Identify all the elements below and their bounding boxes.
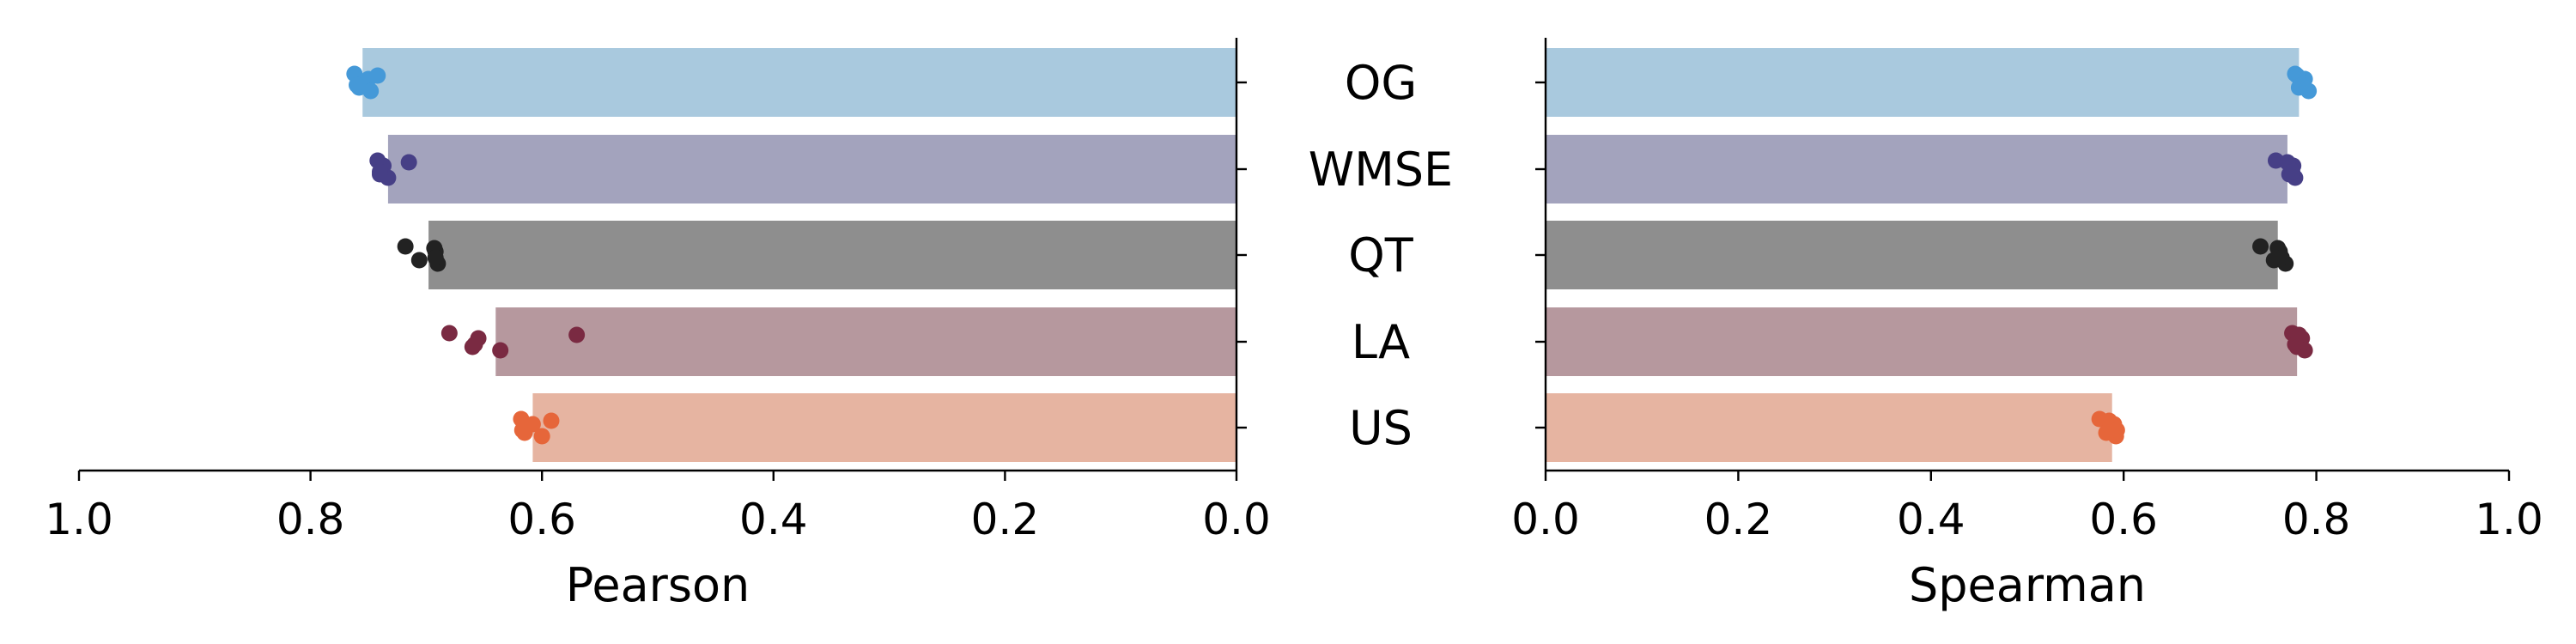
pearson-point-qt: [397, 238, 414, 255]
spearman-bar-qt: [1546, 221, 2278, 289]
category-label-wmse: WMSE: [1309, 143, 1453, 197]
pearson-point-la: [568, 326, 586, 343]
pearson-point-us: [513, 422, 531, 439]
category-labels: OG WMSE QT LA US: [1309, 56, 1453, 455]
spearman-bar-og: [1546, 48, 2300, 117]
spearman-x-tick-label: 1.0: [2475, 495, 2543, 544]
spearman-point-la: [2287, 336, 2304, 353]
spearman-bar-la: [1546, 307, 2298, 376]
spearman-bar-wmse: [1546, 135, 2287, 204]
pearson-bar-la: [495, 307, 1236, 376]
pearson-point-us: [533, 428, 550, 445]
pearson-x-tick-label: 0.4: [739, 495, 808, 544]
spearman-x-tick-label: 0.2: [1704, 495, 1773, 544]
spearman-x-tick-label: 0.8: [2282, 495, 2351, 544]
pearson-panel: 1.0 0.8 0.6 0.4 0.2 0.0 Pearson: [45, 38, 1271, 612]
spearman-axis-title: Spearman: [1909, 558, 2146, 612]
pearson-bar-qt: [428, 221, 1236, 289]
spearman-point-us: [2108, 422, 2125, 439]
pearson-point-wmse: [371, 163, 388, 180]
pearson-bar-us: [532, 393, 1236, 462]
spearman-x-tick-label: 0.4: [1897, 495, 1965, 544]
pearson-x-tick-label: 0.2: [971, 495, 1040, 544]
pearson-x-tick-label: 0.0: [1202, 495, 1271, 544]
pearson-x-tick-label: 0.8: [276, 495, 345, 544]
spearman-point-og: [2293, 76, 2311, 94]
pearson-point-la: [466, 336, 483, 353]
pearson-point-og: [369, 67, 386, 84]
pearson-point-qt: [410, 252, 428, 269]
spearman-point-wmse: [2284, 163, 2301, 180]
category-label-la: LA: [1352, 315, 1410, 369]
pearson-point-la: [440, 325, 458, 342]
pearson-x-tick-label: 1.0: [45, 495, 113, 544]
pearson-bar-wmse: [387, 135, 1236, 204]
pearson-point-us: [543, 412, 560, 429]
spearman-panel: 0.0 0.2 0.4 0.6 0.8 1.0 Spearman: [1511, 38, 2543, 612]
spearman-x-tick-label: 0.6: [2089, 495, 2158, 544]
spearman-point-qt: [2252, 238, 2269, 255]
pearson-axis-title: Pearson: [566, 558, 750, 612]
category-label-og: OG: [1345, 56, 1417, 110]
pearson-point-wmse: [400, 154, 417, 171]
pearson-point-la: [492, 342, 509, 359]
pearson-bar-og: [362, 48, 1236, 117]
category-label-qt: QT: [1348, 228, 1414, 283]
pearson-point-qt: [427, 249, 444, 266]
spearman-bar-us: [1546, 393, 2112, 462]
pearson-point-og: [362, 82, 380, 100]
category-label-us: US: [1349, 401, 1413, 455]
pearson-point-og: [349, 76, 366, 94]
pearson-x-tick-label: 0.6: [507, 495, 576, 544]
spearman-point-qt: [2273, 249, 2290, 266]
spearman-x-tick-label: 0.0: [1511, 495, 1580, 544]
